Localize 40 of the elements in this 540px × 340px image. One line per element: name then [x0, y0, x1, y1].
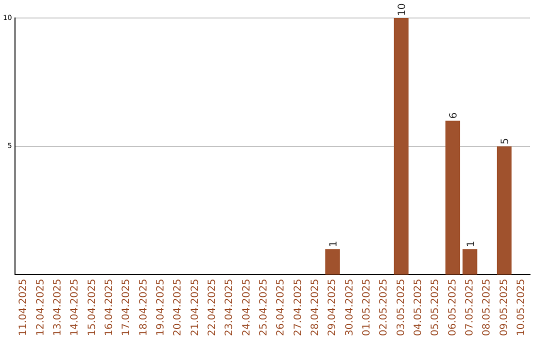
x-tick-label: 20.04.2025 [172, 278, 184, 336]
x-tick-label: 22.04.2025 [206, 278, 218, 336]
bar [496, 146, 512, 275]
data-label: 10 [397, 3, 408, 16]
x-tick-label: 06.05.2025 [447, 278, 458, 336]
x-tick-label: 28.04.2025 [310, 278, 321, 336]
bar [462, 249, 478, 275]
x-tick-label: 01.05.2025 [361, 278, 372, 336]
data-label: 1 [328, 240, 340, 248]
x-tick-label: 04.05.2025 [412, 278, 424, 336]
x-tick-label: 09.05.2025 [498, 278, 510, 336]
data-label: 5 [500, 138, 512, 144]
x-tick-label: 21.04.2025 [190, 278, 201, 336]
bar [325, 249, 340, 275]
x-tick-label: 23.04.2025 [224, 278, 236, 336]
x-tick-label: 29.04.2025 [327, 278, 338, 336]
x-tick-label: 11.04.2025 [18, 278, 30, 336]
x-tick-label: 17.04.2025 [121, 278, 132, 336]
x-tick-label: 24.04.2025 [241, 278, 252, 336]
x-tick-label: 03.05.2025 [396, 278, 407, 336]
x-tick-label: 15.04.2025 [86, 278, 98, 336]
x-tick-label: 14.04.2025 [70, 278, 81, 336]
x-tick-label: 19.04.2025 [155, 278, 166, 336]
x-tick-label: 27.04.2025 [292, 278, 304, 336]
x-tick-label: 08.05.2025 [482, 278, 493, 336]
x-tick-label: 07.05.2025 [464, 278, 476, 336]
x-tick-label: 30.04.2025 [344, 278, 356, 336]
x-tick-label: 02.05.2025 [378, 278, 390, 336]
x-tick-label: 25.04.2025 [258, 278, 270, 336]
x-tick-label: 05.05.2025 [430, 278, 442, 336]
x-tick-label: 26.04.2025 [276, 278, 287, 336]
bar [445, 120, 460, 275]
x-tick-label: 13.04.2025 [52, 278, 64, 336]
bar [394, 18, 409, 275]
x-tick-label: 18.04.2025 [138, 278, 150, 336]
x-tick-label: 16.04.2025 [104, 278, 115, 336]
x-tick-label: 10.05.2025 [516, 278, 528, 336]
x-tick-label: 12.04.2025 [35, 278, 46, 336]
data-label: 1 [466, 240, 477, 248]
data-label: 6 [448, 112, 460, 119]
